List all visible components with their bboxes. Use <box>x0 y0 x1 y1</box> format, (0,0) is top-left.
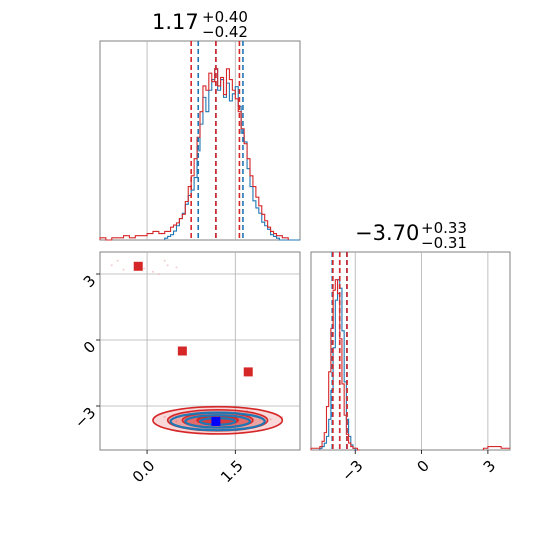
marginal-param1-frame <box>99 40 301 241</box>
x-tick-label-text: 0.0 <box>129 457 159 487</box>
x-tick-label-param2: 3 <box>480 457 499 476</box>
data-layer <box>99 41 510 451</box>
title-minus: −0.42 <box>202 23 248 41</box>
point-marker-red <box>243 367 253 377</box>
x-tick-label-param2: −3 <box>338 457 366 485</box>
contour-blue <box>184 414 252 429</box>
title-plus: +0.40 <box>202 8 248 26</box>
sample-point <box>166 264 169 267</box>
sample-point <box>163 416 166 418</box>
marginal-param2-frame <box>310 251 511 451</box>
sample-point <box>175 420 178 423</box>
title-value: 1.17 <box>152 10 199 34</box>
title-value: −3.70 <box>355 221 419 245</box>
sample-point <box>110 264 113 267</box>
y-tick-label-text: 0 <box>80 338 99 357</box>
tick-label-layer: 0.0 1.5 −3 0 3 −3 0 3 <box>71 272 499 487</box>
marginal-param2-title: −3.70 +0.33 −0.31 <box>355 219 467 252</box>
point-marker-red <box>133 261 143 271</box>
contour-blue <box>169 411 266 432</box>
sample-point <box>175 266 178 269</box>
title-minus: −0.31 <box>421 234 467 252</box>
sample-point <box>269 418 272 421</box>
title-plus: +0.33 <box>421 219 467 237</box>
x-tick-label-param2-text: −3 <box>338 457 366 485</box>
x-tick-label: 0.0 <box>129 457 159 487</box>
y-tick-label-text: −3 <box>71 404 99 432</box>
sample-point <box>122 268 125 271</box>
y-tick-label: 3 <box>80 272 99 291</box>
sample-point <box>163 259 166 262</box>
y-tick-label-text: 3 <box>80 272 99 291</box>
x-tick-label-param2: 0 <box>413 457 432 476</box>
sample-point <box>151 270 154 273</box>
hist-step-param2-red-tail <box>482 445 510 450</box>
y-tick-label: 0 <box>80 338 99 357</box>
joint-panel-frame <box>99 251 301 451</box>
sample-point <box>116 259 119 262</box>
y-tick-label: −3 <box>71 404 99 432</box>
sample-point <box>143 267 146 270</box>
x-tick-label-param2-text: 3 <box>480 457 499 476</box>
sample-point <box>157 273 160 275</box>
hist-step-param1-red <box>99 68 289 241</box>
point-marker-blue <box>211 416 221 426</box>
x-tick-label: 1.5 <box>217 457 247 487</box>
hist-step-param2-blue <box>319 279 358 451</box>
point-marker-red <box>177 346 187 356</box>
x-tick-label-param2-text: 0 <box>413 457 432 476</box>
x-tick-label-text: 1.5 <box>217 457 247 487</box>
marginal-param1-title: 1.17 +0.40 −0.42 <box>152 8 248 41</box>
hist-step-param2-red <box>310 279 360 451</box>
